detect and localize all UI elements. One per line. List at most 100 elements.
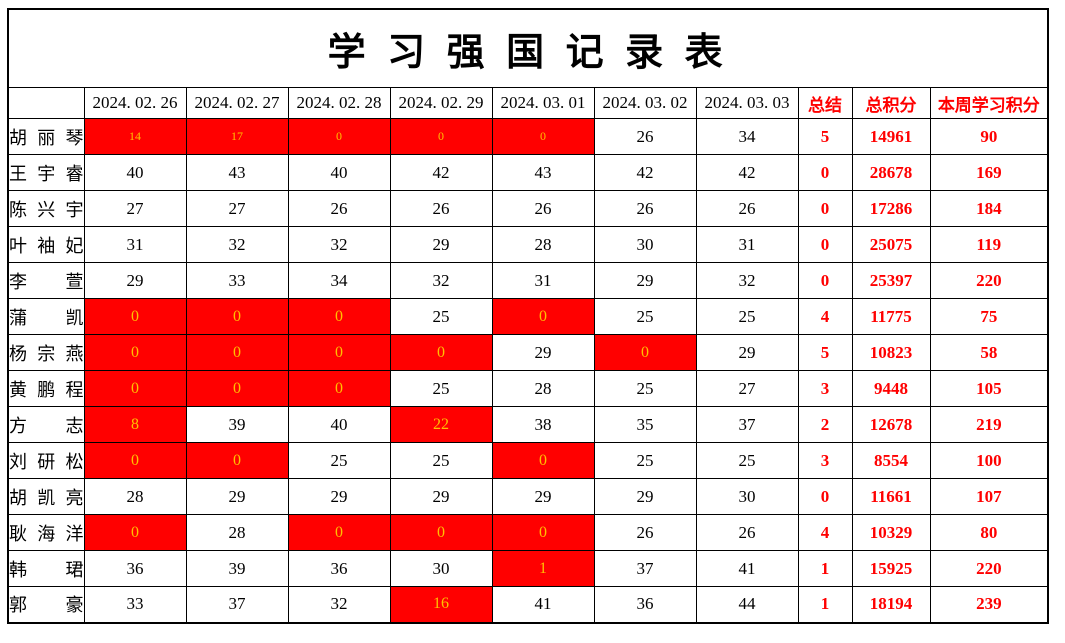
table-row: 耿海洋 0 28 0 0 0 26 26 4 10329 80 xyxy=(7,514,1049,551)
day-score-cell: 25 xyxy=(389,442,493,479)
day-score-cell: 41 xyxy=(695,550,799,587)
day-score-cell: 14 xyxy=(83,118,187,155)
summary-count-cell: 3 xyxy=(797,442,853,479)
date-column-header: 2024. 03. 03 xyxy=(695,87,799,119)
day-score-cell: 0 xyxy=(185,298,289,335)
date-column-header: 2024. 02. 29 xyxy=(389,87,493,119)
week-points-cell: 220 xyxy=(929,550,1049,587)
day-score-cell: 29 xyxy=(185,478,289,515)
day-score-cell: 42 xyxy=(593,154,697,191)
day-score-cell: 29 xyxy=(287,478,391,515)
record-table-sheet: 学 习 强 国 记 录 表 2024. 02. 26 2024. 02. 27 20… xyxy=(7,8,1050,624)
day-score-cell: 29 xyxy=(491,334,595,371)
day-score-cell: 25 xyxy=(593,370,697,407)
day-score-cell: 35 xyxy=(593,406,697,443)
total-points-cell: 18194 xyxy=(851,586,931,623)
day-score-cell: 27 xyxy=(185,190,289,227)
day-score-cell: 0 xyxy=(491,298,595,335)
day-score-cell: 29 xyxy=(389,226,493,263)
day-score-cell: 0 xyxy=(83,370,187,407)
day-score-cell: 36 xyxy=(287,550,391,587)
day-score-cell: 0 xyxy=(185,334,289,371)
date-column-header: 2024. 03. 02 xyxy=(593,87,697,119)
summary-column-header: 总结 xyxy=(797,87,853,119)
week-points-cell: 107 xyxy=(929,478,1049,515)
day-score-cell: 0 xyxy=(287,370,391,407)
summary-count-cell: 1 xyxy=(797,586,853,623)
total-points-cell: 10329 xyxy=(851,514,931,551)
table-row: 刘研松 0 0 25 25 0 25 25 3 8554 100 xyxy=(7,442,1049,479)
day-score-cell: 32 xyxy=(287,226,391,263)
day-score-cell: 0 xyxy=(593,334,697,371)
name-cell: 耿海洋 xyxy=(7,514,85,551)
day-score-cell: 42 xyxy=(695,154,799,191)
total-points-cell: 28678 xyxy=(851,154,931,191)
date-column-header: 2024. 03. 01 xyxy=(491,87,595,119)
day-score-cell: 32 xyxy=(389,262,493,299)
page-title: 学 习 强 国 记 录 表 xyxy=(7,8,1049,88)
name-cell: 胡丽琴 xyxy=(7,118,85,155)
day-score-cell: 31 xyxy=(695,226,799,263)
day-score-cell: 31 xyxy=(491,262,595,299)
day-score-cell: 27 xyxy=(695,370,799,407)
day-score-cell: 37 xyxy=(185,586,289,623)
date-column-header: 2024. 02. 27 xyxy=(185,87,289,119)
day-score-cell: 0 xyxy=(185,370,289,407)
total-points-cell: 12678 xyxy=(851,406,931,443)
day-score-cell: 0 xyxy=(83,334,187,371)
day-score-cell: 30 xyxy=(695,478,799,515)
day-score-cell: 26 xyxy=(695,514,799,551)
day-score-cell: 1 xyxy=(491,550,595,587)
name-cell: 郭 豪 xyxy=(7,586,85,623)
day-score-cell: 33 xyxy=(83,586,187,623)
day-score-cell: 43 xyxy=(491,154,595,191)
summary-count-cell: 5 xyxy=(797,334,853,371)
day-score-cell: 42 xyxy=(389,154,493,191)
summary-count-cell: 0 xyxy=(797,226,853,263)
day-score-cell: 25 xyxy=(287,442,391,479)
day-score-cell: 0 xyxy=(491,118,595,155)
table-row: 叶袖妃 31 32 32 29 28 30 31 0 25075 119 xyxy=(7,226,1049,263)
day-score-cell: 29 xyxy=(593,262,697,299)
day-score-cell: 40 xyxy=(83,154,187,191)
week-points-cell: 169 xyxy=(929,154,1049,191)
week-points-cell: 219 xyxy=(929,406,1049,443)
summary-count-cell: 0 xyxy=(797,190,853,227)
table-row: 蒲 凯 0 0 0 25 0 25 25 4 11775 75 xyxy=(7,298,1049,335)
summary-count-cell: 2 xyxy=(797,406,853,443)
name-cell: 王宇睿 xyxy=(7,154,85,191)
week-points-cell: 58 xyxy=(929,334,1049,371)
week-points-cell: 239 xyxy=(929,586,1049,623)
table-row: 胡凯亮 28 29 29 29 29 29 30 0 11661 107 xyxy=(7,478,1049,515)
day-score-cell: 29 xyxy=(695,334,799,371)
day-score-cell: 26 xyxy=(593,514,697,551)
day-score-cell: 26 xyxy=(491,190,595,227)
total-points-cell: 8554 xyxy=(851,442,931,479)
day-score-cell: 0 xyxy=(83,442,187,479)
day-score-cell: 27 xyxy=(83,190,187,227)
day-score-cell: 26 xyxy=(695,190,799,227)
day-score-cell: 26 xyxy=(593,190,697,227)
total-points-cell: 9448 xyxy=(851,370,931,407)
table-row: 郭 豪 33 37 32 16 41 36 44 1 18194 239 xyxy=(7,586,1049,623)
day-score-cell: 25 xyxy=(389,370,493,407)
day-score-cell: 8 xyxy=(83,406,187,443)
day-score-cell: 29 xyxy=(491,478,595,515)
day-score-cell: 0 xyxy=(389,514,493,551)
week-points-cell: 105 xyxy=(929,370,1049,407)
day-score-cell: 32 xyxy=(695,262,799,299)
day-score-cell: 41 xyxy=(491,586,595,623)
table-row: 韩 珺 36 39 36 30 1 37 41 1 15925 220 xyxy=(7,550,1049,587)
day-score-cell: 0 xyxy=(287,514,391,551)
name-cell: 陈兴宇 xyxy=(7,190,85,227)
table-row: 黄鹏程 0 0 0 25 28 25 27 3 9448 105 xyxy=(7,370,1049,407)
week-points-cell: 220 xyxy=(929,262,1049,299)
day-score-cell: 38 xyxy=(491,406,595,443)
table-row: 方 志 8 39 40 22 38 35 37 2 12678 219 xyxy=(7,406,1049,443)
day-score-cell: 16 xyxy=(389,586,493,623)
name-cell: 李 萱 xyxy=(7,262,85,299)
day-score-cell: 25 xyxy=(593,442,697,479)
day-score-cell: 25 xyxy=(695,298,799,335)
table-row: 陈兴宇 27 27 26 26 26 26 26 0 17286 184 xyxy=(7,190,1049,227)
total-points-cell: 11661 xyxy=(851,478,931,515)
